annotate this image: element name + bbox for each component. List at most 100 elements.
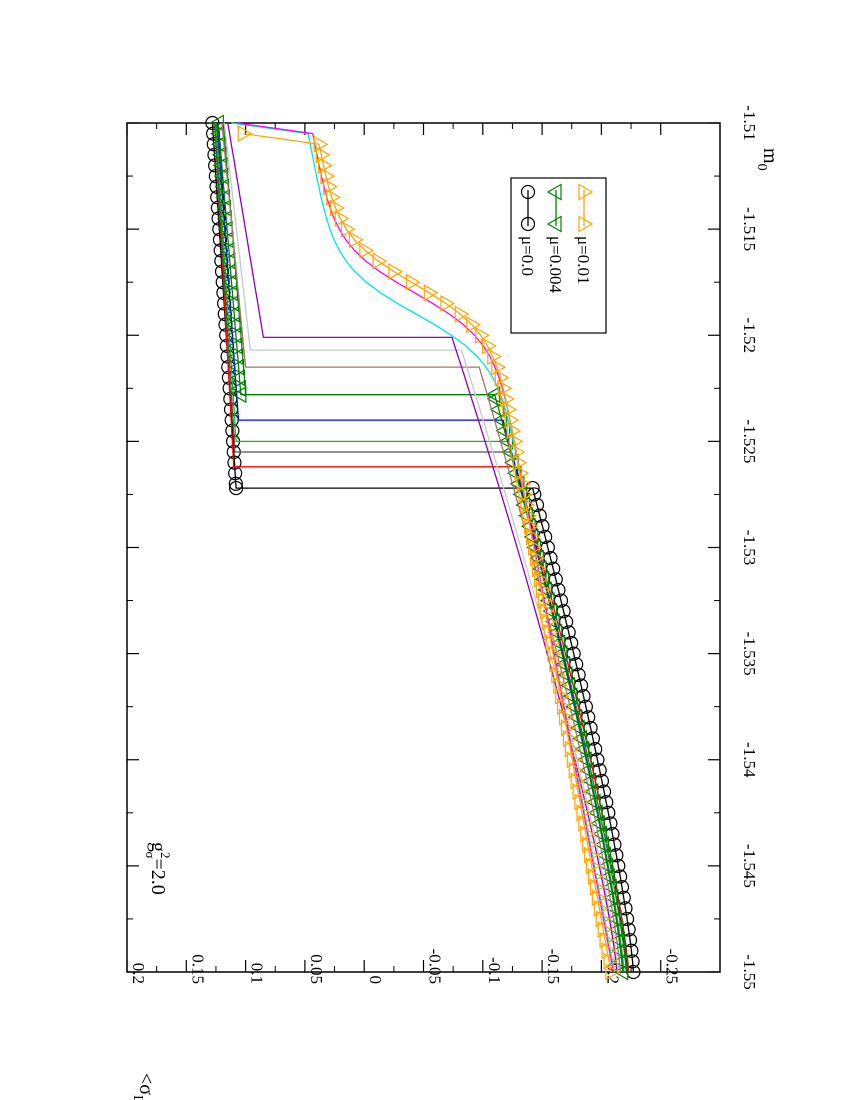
data-point — [440, 294, 456, 312]
data-point — [591, 889, 607, 907]
data-point — [530, 549, 545, 567]
data-point — [544, 613, 560, 631]
data-point — [539, 602, 555, 620]
data-point — [313, 135, 329, 153]
legend-label: μ=0.01 — [574, 236, 593, 284]
data-point — [315, 146, 331, 164]
data-point — [584, 846, 599, 864]
data-point — [582, 836, 597, 854]
data-point — [587, 804, 603, 822]
data-point — [227, 337, 243, 355]
data-point — [372, 252, 388, 270]
data-point — [593, 899, 609, 917]
data-point — [228, 476, 243, 491]
data-point — [475, 326, 490, 344]
y-tick-label: 0.15 — [188, 954, 207, 984]
data-point — [549, 655, 565, 673]
data-point — [492, 411, 508, 429]
data-point — [348, 231, 364, 249]
x-tick-label: -1.545 — [740, 844, 759, 888]
data-point — [508, 432, 524, 450]
data-point — [613, 963, 629, 981]
data-point — [569, 719, 585, 737]
data-point — [210, 200, 226, 215]
y-tick-label: -0.1 — [485, 957, 504, 984]
data-point — [567, 708, 583, 726]
data-point — [512, 485, 528, 503]
data-point — [547, 623, 563, 641]
data-point — [570, 772, 586, 790]
data-point — [340, 220, 356, 238]
data-point — [601, 942, 617, 960]
data-point — [423, 284, 439, 302]
data-point — [568, 761, 584, 779]
data-point — [494, 369, 510, 387]
data-point — [520, 216, 536, 232]
legend-item-1: μ=0.004 — [546, 183, 565, 293]
data-point — [585, 793, 601, 811]
data-point — [516, 475, 532, 493]
data-point — [594, 836, 609, 854]
x-tick-label: -1.54 — [740, 742, 759, 778]
data-point — [229, 480, 244, 496]
data-point — [210, 190, 225, 205]
data-point — [564, 740, 580, 758]
data-point — [572, 729, 588, 748]
data-point — [574, 740, 590, 758]
data-point — [605, 963, 621, 981]
y-tick-label: -0.15 — [544, 949, 563, 984]
plot-area: -1.55 -1.545 -1.54 -1.535 -1.53 -1.525 -1.52 -1… — [126, 105, 781, 1100]
data-point — [500, 390, 515, 408]
data-point — [329, 199, 345, 217]
data-point — [212, 222, 227, 237]
data-point — [359, 241, 375, 259]
data-point — [618, 901, 633, 916]
data-point — [224, 294, 239, 312]
legend-box — [510, 177, 607, 334]
data-point — [454, 305, 470, 323]
data-point — [546, 215, 562, 233]
data-point — [213, 243, 228, 258]
data-point — [222, 273, 238, 291]
legend-item-0: μ=0.0 — [518, 184, 537, 276]
data-point — [334, 209, 350, 228]
data-point — [597, 921, 613, 939]
data-point — [230, 369, 246, 387]
data-point — [543, 623, 559, 641]
data-point — [514, 464, 530, 482]
data-point — [227, 455, 242, 470]
data-point — [619, 911, 635, 927]
series-line — [211, 122, 635, 973]
data-point — [506, 422, 522, 440]
data-point — [598, 857, 613, 875]
data-point — [228, 347, 244, 366]
data-point — [547, 645, 563, 663]
x-tick-label: -1.52 — [740, 318, 759, 353]
data-point — [560, 719, 576, 737]
data-point — [541, 613, 557, 631]
data-point — [495, 422, 511, 440]
data-point — [498, 432, 514, 450]
data-point — [532, 508, 547, 523]
data-point — [388, 263, 404, 281]
data-point — [555, 687, 570, 705]
data-point — [320, 167, 336, 185]
data-point — [537, 592, 553, 610]
data-point — [489, 400, 505, 419]
data-point — [527, 487, 542, 502]
data-point — [616, 890, 631, 905]
data-point — [528, 538, 543, 557]
data-point — [600, 867, 615, 886]
data-point — [526, 528, 541, 546]
data-point — [512, 454, 528, 472]
data-point — [225, 316, 241, 334]
x-tick-label: -1.535 — [740, 632, 759, 676]
data-point — [578, 814, 594, 832]
data-point — [212, 232, 228, 247]
data-point — [213, 167, 229, 185]
data-point — [599, 931, 615, 949]
data-point — [558, 708, 574, 726]
data-point — [578, 183, 594, 201]
data-point — [524, 517, 540, 535]
